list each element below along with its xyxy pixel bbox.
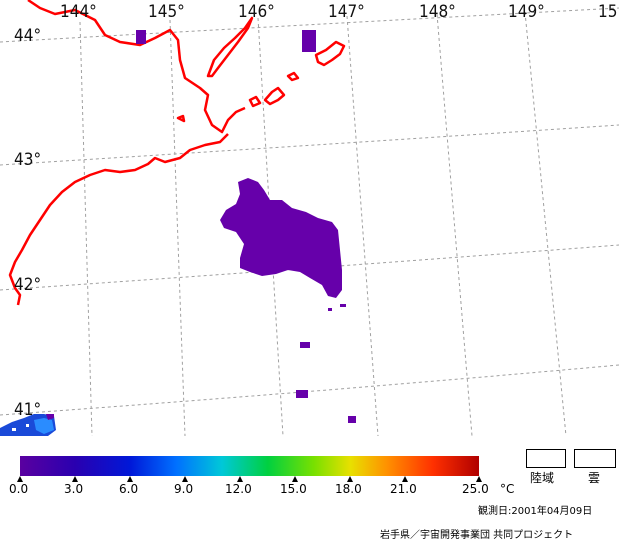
- cloud-swatch: [574, 449, 616, 468]
- lon-line-147: [346, 15, 379, 437]
- coastline: [8, 0, 346, 306]
- lon-line-148: [436, 13, 473, 437]
- lon-line-146: [257, 17, 284, 437]
- lon-label-150: 15: [598, 2, 618, 22]
- colorbar-tick-label: 9.0: [174, 482, 194, 496]
- lon-label-149: 149°: [508, 2, 545, 22]
- lat-line-42: [0, 244, 619, 291]
- cloud-legend-label: 雲: [588, 471, 601, 485]
- observation-date: 観測日:2001年04月09日: [478, 506, 593, 517]
- colorbar-tick-label: 15.0: [280, 482, 307, 496]
- lat-label-42: 42°: [14, 275, 42, 295]
- sst-patch-5: [328, 308, 332, 311]
- sst-patches: [136, 30, 356, 423]
- sst-patch-6: [340, 304, 346, 307]
- lon-line-144: [79, 21, 93, 437]
- sst-patch-main: [220, 178, 342, 298]
- sst-patch-2: [300, 342, 310, 348]
- lat-line-41: [0, 364, 619, 416]
- coastline-shiretoko: [206, 16, 254, 78]
- sst-patch-4: [348, 416, 356, 423]
- island-small: [176, 114, 186, 123]
- coastline-north: [27, 0, 246, 134]
- credit-text: 岩手県／宇宙開発事業団 共同プロジェクト: [380, 530, 574, 541]
- lat-label-44: 44°: [14, 26, 42, 46]
- land-swatch: [526, 449, 566, 468]
- lon-line-145: [169, 19, 186, 437]
- land-legend-label: 陸域: [530, 471, 555, 485]
- island-habomai: [248, 95, 262, 108]
- sst-patch-3: [296, 390, 308, 398]
- colorbar-tick-label: 25.0: [462, 482, 489, 496]
- lat-line-44: [0, 7, 619, 43]
- island-shikotan: [263, 86, 286, 106]
- colorbar-tick-marks: [17, 476, 482, 482]
- sst-patch-1: [136, 30, 146, 44]
- colorbar-tick-label: 18.0: [335, 482, 362, 496]
- colorbar-tick-label: 12.0: [225, 482, 252, 496]
- lon-label-144: 144°: [60, 2, 97, 22]
- colorbar-tick-label: 21.0: [390, 482, 417, 496]
- lat-line-43: [0, 124, 619, 166]
- coastline-east: [8, 133, 229, 306]
- colorbar-tick-label: 6.0: [119, 482, 139, 496]
- colorbar-gradient: [20, 456, 479, 476]
- island-etorofu: [314, 40, 346, 67]
- graticule: [0, 7, 619, 437]
- lon-label-145: 145°: [148, 2, 185, 22]
- lon-label-148: 148°: [419, 2, 456, 22]
- lon-line-149: [524, 11, 567, 437]
- lat-label-41: 41°: [14, 400, 42, 420]
- sst-patch-north-islet: [302, 30, 316, 52]
- colorbar-tick-label: 0.0: [9, 482, 29, 496]
- lon-label-146: 146°: [238, 2, 275, 22]
- lon-label-147: 147°: [328, 2, 365, 22]
- colorbar-tick-label: 3.0: [64, 482, 84, 496]
- island-kunashiri-tip: [286, 71, 300, 82]
- sst-patch-southwest: [0, 414, 56, 436]
- colorbar-unit: °C: [500, 482, 515, 496]
- lat-label-43: 43°: [14, 150, 42, 170]
